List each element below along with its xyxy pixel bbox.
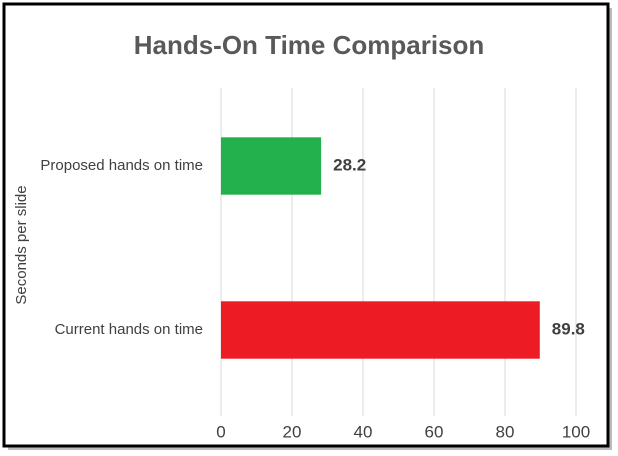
y-axis-label: Seconds per slide [13,185,30,304]
bar [221,301,540,359]
chart-title: Hands-On Time Comparison [134,30,485,60]
x-tick-label: 100 [562,422,590,441]
bar [221,137,322,195]
y-tick-label: Current hands on time [55,321,203,338]
x-tick-label: 0 [216,422,225,441]
data-label: 28.2 [333,155,366,174]
x-tick-label: 40 [354,422,373,441]
x-tick-label: 20 [283,422,302,441]
x-tick-label: 60 [425,422,444,441]
frame [2,2,610,448]
x-tick-label: 80 [496,422,515,441]
data-label: 89.8 [552,319,585,338]
y-tick-label: Proposed hands on time [40,157,203,174]
